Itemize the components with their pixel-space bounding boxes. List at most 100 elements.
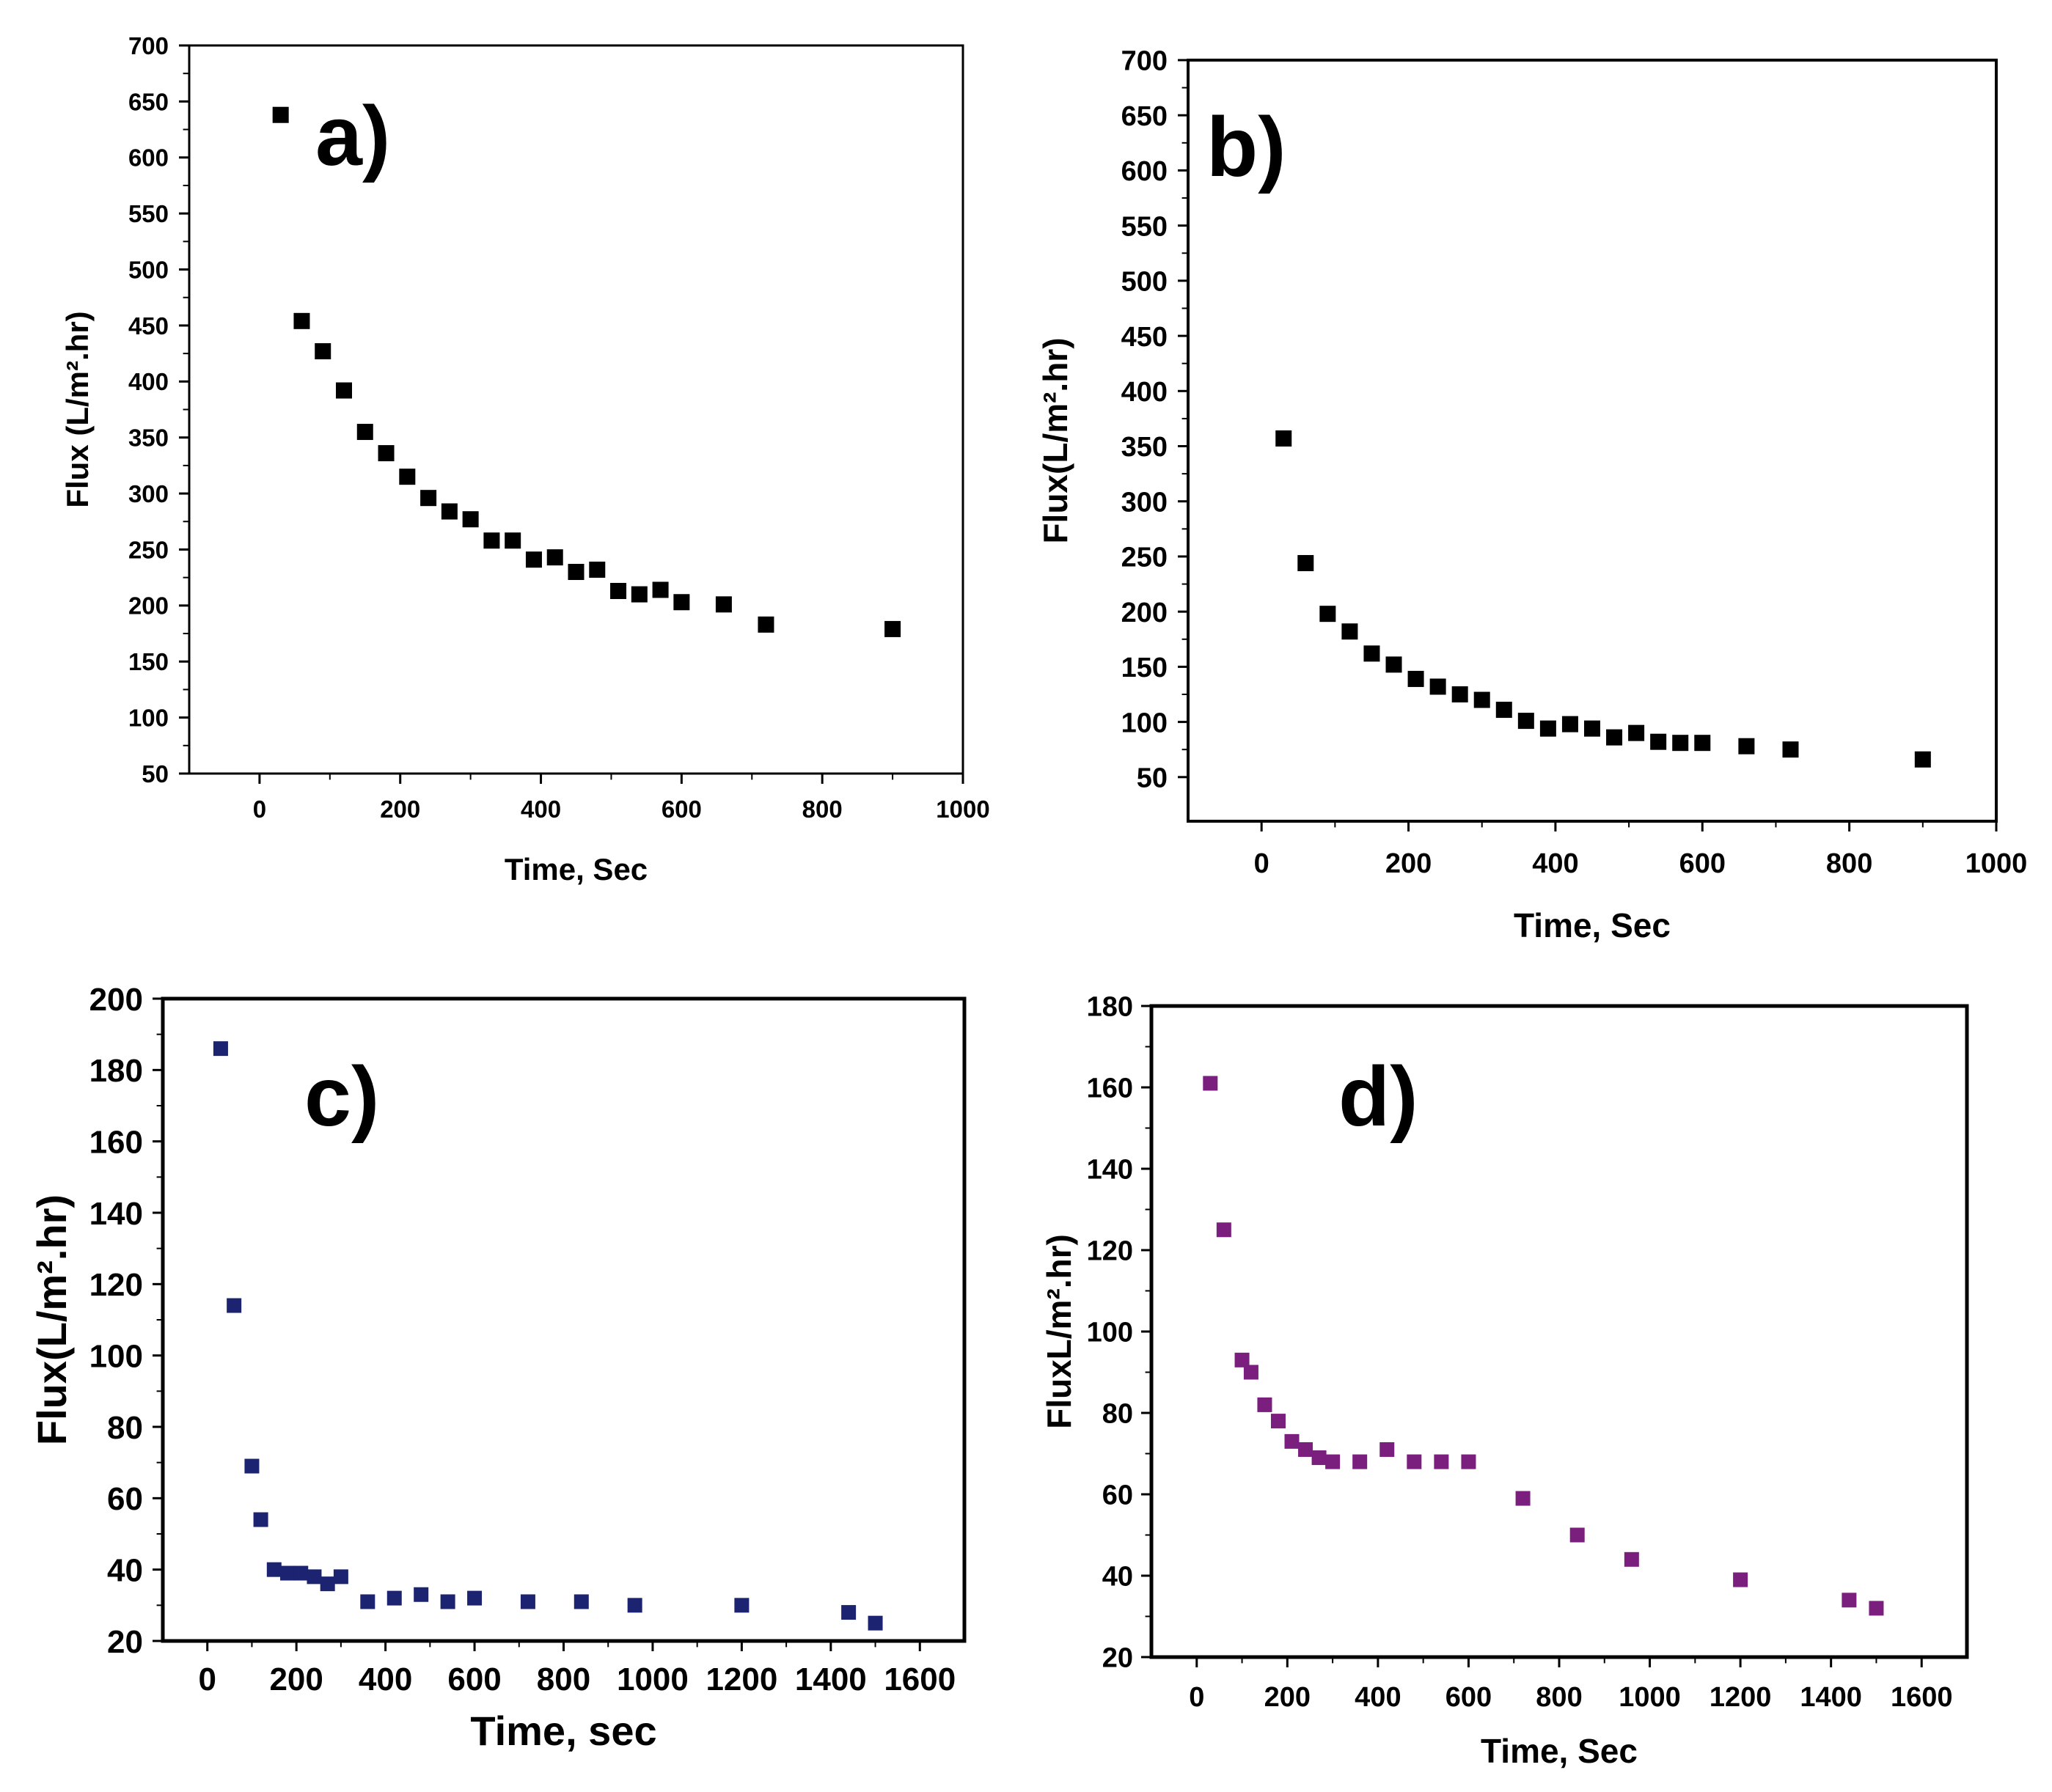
x-tick-label: 1000: [1619, 1682, 1681, 1713]
y-tick-label: 450: [1121, 322, 1168, 353]
data-point: [386, 1590, 402, 1606]
data-point: [356, 424, 373, 441]
data-point: [1782, 741, 1799, 758]
data-point: [1363, 645, 1380, 662]
data-point: [627, 1598, 642, 1613]
data-point: [272, 106, 289, 123]
y-tick-label: 80: [107, 1410, 143, 1446]
chart-panel-d: 0 200 400 600 800 1000 1200 1400 1600 20 40 60 80 100…: [1040, 992, 1969, 1770]
y-tick-label: 700: [1121, 46, 1168, 77]
data-point: [414, 1587, 429, 1602]
x-tick-label: 800: [1536, 1682, 1582, 1713]
y-tick-label: 550: [128, 200, 169, 227]
y-tick-label: 80: [1102, 1399, 1133, 1430]
y-tick-label: 50: [1137, 763, 1168, 794]
data-point: [1451, 686, 1468, 702]
data-point: [1234, 1352, 1250, 1367]
data-point: [1325, 1454, 1341, 1469]
data-point: [1407, 1454, 1422, 1469]
y-tick-label: 60: [107, 1481, 143, 1517]
data-point: [1298, 1442, 1313, 1457]
data-point: [360, 1594, 375, 1609]
data-point: [320, 1576, 335, 1592]
x-tick-label: 1400: [1800, 1682, 1862, 1713]
data-point: [1407, 670, 1424, 687]
data-point: [1738, 738, 1755, 754]
y-tick-label: 300: [128, 480, 169, 507]
data-point: [1461, 1454, 1476, 1469]
data-point: [1434, 1454, 1449, 1469]
data-point: [589, 561, 606, 578]
plot-frame: [161, 996, 967, 1643]
x-tick-label: 200: [1264, 1682, 1311, 1713]
x-tick-label: 1000: [1965, 848, 2028, 879]
x-tick-label: 200: [380, 796, 420, 823]
data-point: [483, 532, 500, 549]
data-point: [1319, 606, 1336, 623]
data-point: [1257, 1397, 1272, 1412]
data-point: [841, 1605, 857, 1620]
data-point: [467, 1590, 483, 1606]
y-tick-label: 120: [89, 1267, 143, 1303]
y-tick-label: 200: [128, 592, 169, 620]
y-axis-label: Flux (L/m².hr): [60, 311, 95, 507]
data-point: [631, 586, 648, 603]
data-point: [1624, 1552, 1639, 1567]
data-point: [1628, 724, 1645, 741]
data-point: [280, 1565, 296, 1581]
data-point: [420, 490, 437, 507]
data-point: [333, 1569, 348, 1584]
y-tick-label: 180: [1087, 992, 1133, 1023]
x-tick-label: 600: [1445, 1682, 1492, 1713]
data-point: [227, 1298, 242, 1313]
y-tick-label: 400: [1121, 377, 1168, 408]
y-tick-label: 550: [1121, 211, 1168, 242]
y-tick-label: 20: [107, 1624, 143, 1660]
data-point: [1243, 1365, 1258, 1380]
y-tick-label: 40: [107, 1553, 143, 1589]
x-tick-label: 0: [198, 1661, 216, 1697]
data-point: [315, 343, 331, 360]
data-point: [505, 532, 521, 549]
data-point: [1284, 1433, 1300, 1449]
data-point: [1495, 702, 1512, 719]
panel-label: d): [1338, 1050, 1418, 1144]
x-axis-label: Time, sec: [470, 1708, 656, 1754]
x-tick-label: 0: [253, 796, 266, 823]
y-tick-label: 350: [128, 425, 169, 452]
x-tick-label: 200: [1385, 848, 1432, 879]
y-axis-label: Flux(L/m².hr): [29, 1194, 75, 1445]
data-point: [734, 1598, 750, 1613]
plot-frame: [1187, 59, 1998, 823]
x-tick-label: 0: [1189, 1682, 1204, 1713]
y-axis-label: Flux(L/m².hr): [1036, 337, 1074, 543]
data-point: [1515, 1491, 1531, 1506]
data-point: [1842, 1593, 1857, 1608]
data-point: [336, 382, 352, 399]
data-point: [1672, 735, 1689, 752]
x-tick-label: 1000: [936, 796, 989, 823]
y-tick-label: 200: [89, 982, 143, 1018]
y-tick-label: 140: [89, 1196, 143, 1232]
data-point: [1270, 1414, 1286, 1429]
data-point: [1341, 623, 1358, 640]
data-point: [213, 1041, 228, 1057]
x-tick-label: 200: [269, 1661, 323, 1697]
plot-frame: [188, 44, 964, 775]
x-tick-label: 1600: [884, 1661, 956, 1697]
y-tick-label: 400: [128, 368, 169, 395]
data-point: [462, 511, 479, 528]
data-point: [1473, 691, 1490, 708]
y-tick-label: 300: [1121, 487, 1168, 518]
chart-panel-c: 0 200 400 600 800 1000 1200 1400 1600 20 40 60 80 100…: [29, 982, 967, 1754]
y-tick-label: 250: [128, 536, 169, 563]
y-tick-label: 100: [1121, 708, 1168, 738]
y-tick-label: 160: [1087, 1073, 1133, 1104]
data-point: [525, 551, 542, 568]
data-point: [293, 1565, 309, 1581]
data-point: [1203, 1076, 1218, 1091]
data-point: [1869, 1601, 1884, 1616]
y-tick-label: 650: [128, 88, 169, 115]
plot-frame: [1149, 1004, 1969, 1659]
